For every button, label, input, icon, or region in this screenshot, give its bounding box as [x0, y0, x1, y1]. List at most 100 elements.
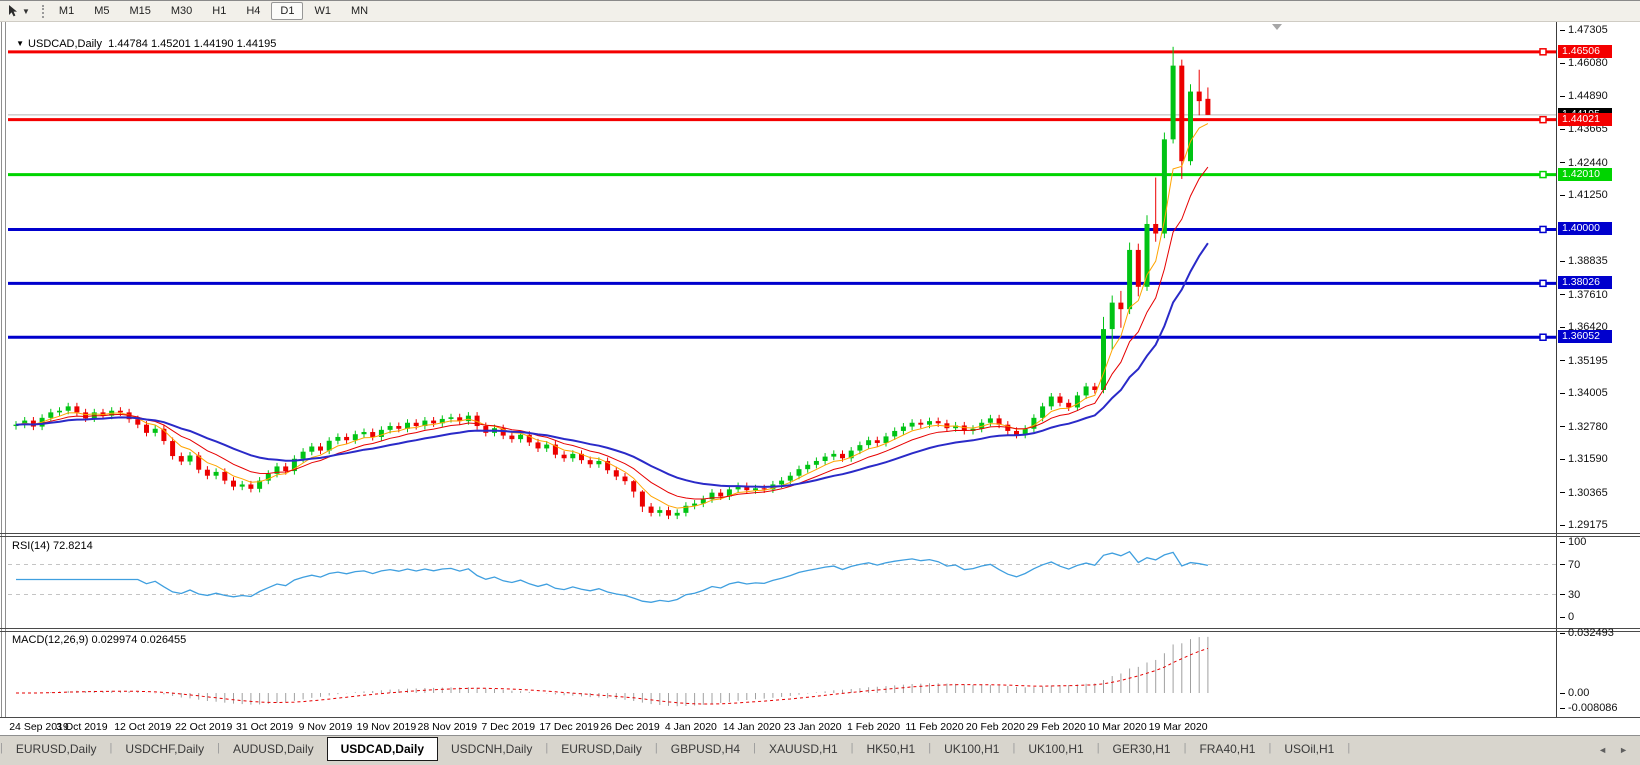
date-axis-label: 26 Dec 2019: [600, 721, 660, 733]
timeframe-button-d1[interactable]: D1: [271, 2, 304, 20]
price-axis-tick: 1.43665: [1560, 123, 1608, 135]
symbol-dropdown-icon[interactable]: ▼: [16, 39, 25, 48]
toolbar-grip[interactable]: [41, 4, 44, 18]
chart-tab-xauusd-h1[interactable]: XAUUSD,H1: [768, 742, 838, 756]
level-price-badge[interactable]: 1.42010: [1558, 167, 1612, 181]
level-handle[interactable]: [1539, 48, 1547, 56]
chart-tab-eurusd-daily[interactable]: EURUSD,Daily: [561, 742, 642, 756]
tab-separator: |: [1183, 742, 1187, 754]
timeframe-button-h1[interactable]: H1: [212, 5, 227, 17]
panel-separator: [0, 536, 1640, 537]
tab-scroll-right-icon[interactable]: ►: [1619, 745, 1628, 755]
chart-ohlc-header: ▼ USDCAD,Daily 1.44784 1.45201 1.44190 1.…: [10, 26, 276, 50]
price-axis-tick: 1.41250: [1560, 189, 1608, 201]
ohlc-values: 1.44784 1.45201 1.44190 1.44195: [108, 38, 277, 50]
chart-shift-marker-icon[interactable]: [1272, 24, 1282, 30]
level-price-badge[interactable]: 1.46506: [1558, 44, 1612, 58]
date-axis-label: 20 Feb 2020: [965, 721, 1025, 733]
price-axis-tick: 1.44890: [1560, 90, 1608, 102]
moving-average-slow: [15, 242, 1209, 488]
chart-tab-usdchf-daily[interactable]: USDCHF,Daily: [125, 742, 205, 756]
tab-scroll-left-icon[interactable]: ◄: [1598, 745, 1608, 755]
price-axis-tick: 1.35195: [1560, 355, 1608, 367]
price-axis-tick: 1.36420: [1560, 321, 1608, 333]
price-chart-canvas[interactable]: [8, 22, 1556, 533]
panel-separator[interactable]: [0, 628, 1640, 629]
date-axis-label: 7 Dec 2019: [481, 721, 536, 733]
chart-tab-usdcnh-daily[interactable]: USDCNH,Daily: [451, 742, 533, 756]
tab-scroll-arrows: ◄ ►: [1586, 739, 1628, 755]
level-price-badge[interactable]: 1.44021: [1558, 112, 1612, 126]
chart-tab-ger30-h1[interactable]: GER30,H1: [1112, 742, 1171, 756]
rsi-line: [16, 550, 1209, 603]
tab-separator: |: [1012, 742, 1016, 754]
level-handle[interactable]: [1539, 170, 1547, 179]
timeframe-button-m15[interactable]: M15: [129, 5, 151, 17]
tab-separator: |: [109, 742, 113, 754]
date-axis-label: 11 Feb 2020: [905, 721, 964, 733]
timeframe-button-m1[interactable]: M1: [58, 5, 75, 17]
tab-separator: |: [1347, 742, 1351, 754]
chart-tab-eurusd-daily[interactable]: EURUSD,Daily: [15, 742, 97, 756]
chart-tab-audusd-daily[interactable]: AUDUSD,Daily: [232, 742, 314, 756]
tab-separator: |: [217, 742, 220, 754]
date-axis-label: 19 Nov 2019: [356, 721, 417, 733]
tab-separator: |: [850, 742, 854, 754]
chart-tab-uk100-h1[interactable]: UK100,H1: [944, 742, 1000, 756]
chevron-down-icon: ▼: [22, 6, 30, 16]
price-axis-tick: 1.31590: [1560, 453, 1608, 465]
chart-window-left-border: [1, 22, 6, 717]
macd-label: MACD(12,26,9) 0.029974 0.026455: [12, 634, 187, 646]
date-axis-label: 14 Jan 2020: [722, 721, 781, 733]
macd-indicator-canvas: [8, 632, 1556, 717]
timeframes-toolbar: ▼ M1 M5 M15 M30 H1 H4 D1 W1 MN: [0, 0, 1640, 22]
chart-tab-gbpusd-h4[interactable]: GBPUSD,H4: [670, 742, 741, 756]
chart-tab-bar: | EURUSD,Daily | USDCHF,Daily | AUDUSD,Daily U…: [0, 735, 1640, 765]
date-axis-label: 29 Feb 2020: [1026, 721, 1086, 733]
panel-separator: [0, 631, 1640, 632]
tab-separator: |: [1268, 742, 1272, 754]
level-handle[interactable]: [1539, 115, 1547, 124]
price-axis-tick: 1.34005: [1560, 387, 1608, 399]
timeframe-button-h4[interactable]: H4: [246, 5, 261, 17]
tab-separator: |: [928, 742, 932, 754]
chart-tab-hk50-h1[interactable]: HK50,H1: [866, 742, 916, 756]
tab-separator: |: [1096, 742, 1100, 754]
level-price-badge[interactable]: 1.36052: [1558, 330, 1612, 344]
level-handle[interactable]: [1539, 279, 1547, 288]
chart-cursor-tool-button[interactable]: ▼: [0, 3, 36, 19]
horizontal-level-lines[interactable]: [8, 50, 1556, 339]
date-axis-label: 10 Mar 2020: [1087, 721, 1147, 733]
panel-separator[interactable]: [0, 533, 1640, 534]
rsi-axis-tick: 70: [1560, 559, 1580, 571]
tab-separator: |: [654, 742, 658, 754]
timeframe-button-m30[interactable]: M30: [170, 5, 193, 17]
timeframe-button-mn[interactable]: MN: [350, 5, 369, 17]
date-axis-label: 4 Jan 2020: [664, 721, 717, 733]
timeframe-button-w1[interactable]: W1: [314, 5, 331, 17]
level-handle[interactable]: [1539, 333, 1547, 341]
price-axis-tick: 1.47305: [1560, 24, 1608, 36]
level-price-badge[interactable]: 1.38026: [1558, 276, 1612, 290]
timeframe-button-m5[interactable]: M5: [94, 5, 110, 17]
chart-tab-usoil-h1[interactable]: USOil,H1: [1284, 742, 1335, 756]
moving-average-medium: [15, 166, 1209, 500]
chart-tab-uk100-h1[interactable]: UK100,H1: [1028, 742, 1084, 756]
chart-tab-usdcad-daily[interactable]: USDCAD,Daily: [326, 737, 438, 761]
date-axis-label: 23 Jan 2020: [783, 721, 842, 733]
rsi-axis-tick: 100: [1560, 536, 1586, 548]
rsi-label: RSI(14) 72.8214: [12, 540, 93, 552]
date-axis-top-border: [0, 717, 1640, 718]
chart-tab-fra40-h1[interactable]: FRA40,H1: [1199, 742, 1256, 756]
price-axis-tick: 1.29175: [1560, 519, 1608, 531]
tab-separator: |: [545, 742, 549, 754]
rsi-indicator-canvas: [8, 537, 1556, 627]
level-handle[interactable]: [1539, 225, 1547, 234]
level-price-badge[interactable]: 1.40000: [1558, 222, 1612, 236]
date-axis-label: 1 Feb 2020: [847, 721, 901, 733]
price-axis-tick: 1.42440: [1560, 157, 1608, 169]
date-axis-label: 24 Sep 2019: [9, 721, 69, 733]
price-axis-tick: 1.37610: [1560, 289, 1608, 301]
date-axis-label: 22 Oct 2019: [175, 721, 233, 733]
